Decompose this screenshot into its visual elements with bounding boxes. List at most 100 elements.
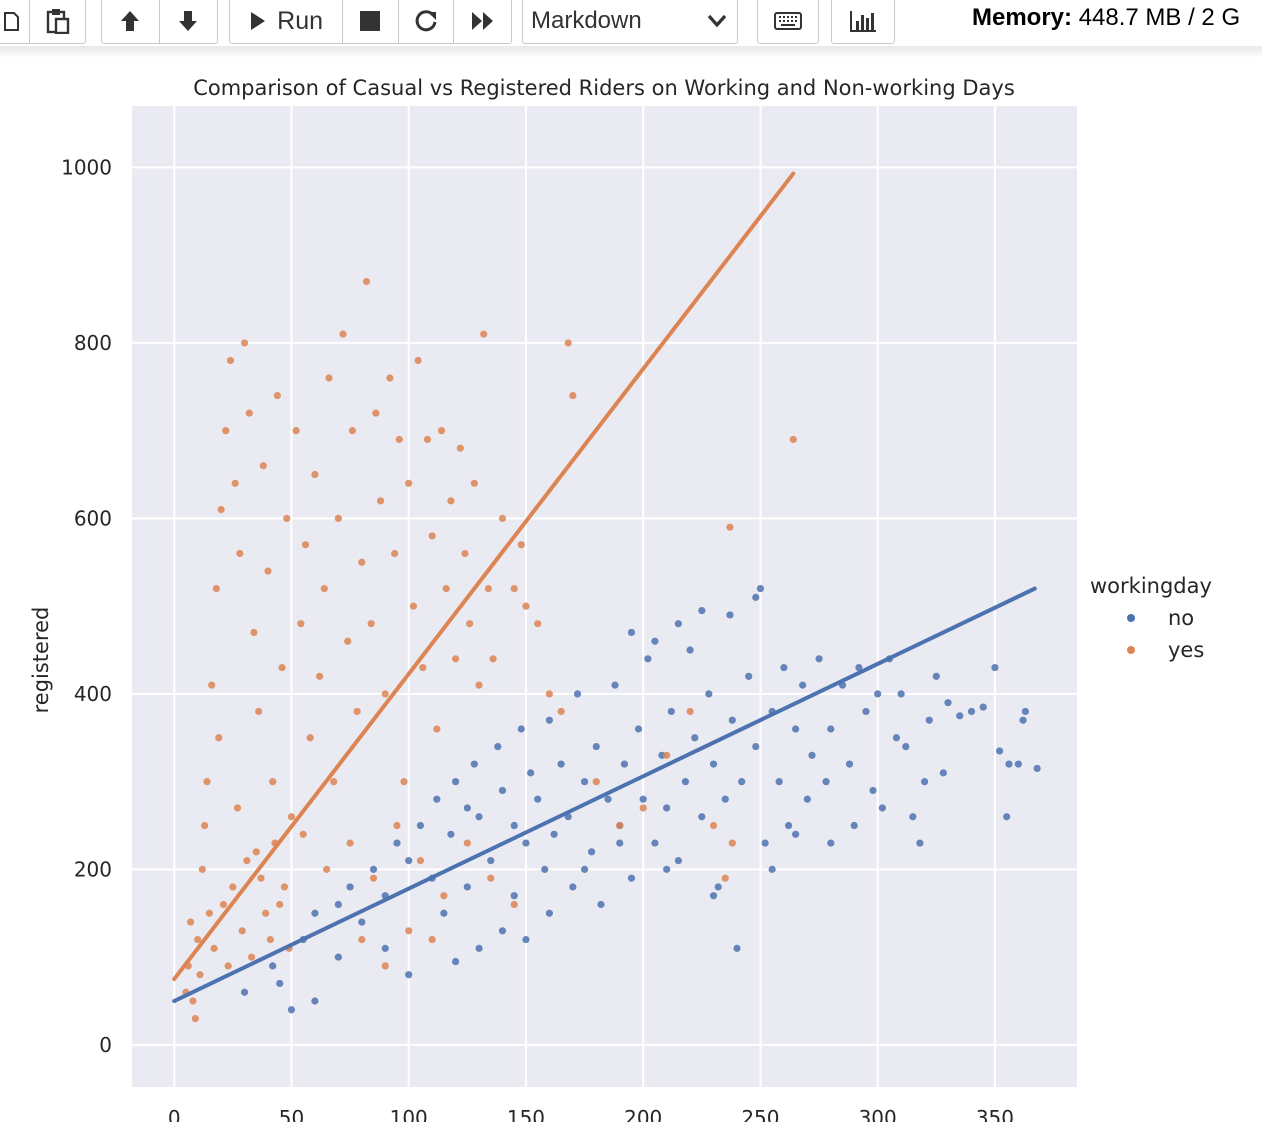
data-point [358,918,366,926]
paste-icon[interactable] [30,0,85,43]
run-button-label: Run [277,6,324,35]
move-button-group [101,0,218,44]
data-point [269,778,277,786]
data-point [1014,760,1022,768]
restart-icon[interactable] [399,0,455,43]
data-point [845,760,854,768]
data-point [639,804,647,812]
legend-marker-no [1127,614,1135,622]
data-point [564,339,572,347]
memory-indicator: Memory: 448.7 MB / 2 G [972,4,1240,32]
data-point [236,549,244,558]
y-tick-label: 0 [99,1033,112,1057]
data-point [545,716,553,724]
data-point [780,663,788,672]
stop-icon[interactable] [343,0,399,43]
data-point [259,462,267,470]
data-point [738,778,746,786]
data-point [212,585,221,593]
data-point [616,821,624,830]
data-point [686,646,694,654]
data-point [440,892,448,900]
data-point [311,470,319,479]
data-point [756,585,765,593]
data-point [346,839,354,847]
data-point [297,620,305,628]
data-point [405,479,413,487]
data-point [517,725,525,733]
data-point [334,514,342,523]
data-point [862,707,870,716]
data-point [709,821,718,830]
data-point [775,778,783,786]
data-point [580,778,589,786]
axis-ticks: 0 50 100 150 200 250 300 350 0 200 400 600 800 1000 [61,155,1014,1122]
data-point [381,944,389,952]
chart-title: Comparison of Casual vs Registered Rider… [193,76,1015,100]
data-point [498,786,507,795]
legend-label-no: no [1168,606,1194,630]
data-point [557,707,565,716]
x-tick-label: 350 [976,1106,1014,1122]
data-point [470,760,478,768]
copy-icon[interactable] [0,0,31,43]
data-point [456,444,464,452]
data-point [996,747,1004,755]
data-point [902,742,910,751]
data-point [189,997,197,1005]
data-point [301,541,310,549]
data-point [588,848,596,856]
data-point [855,663,863,672]
data-point [393,821,401,830]
gridlines [132,106,1077,1087]
data-point [489,655,497,663]
data-point [414,356,422,365]
legend-title: workingday [1090,574,1212,598]
data-point [815,655,823,663]
y-axis-label: registered [29,607,53,714]
x-tick-label: 300 [859,1106,897,1122]
fast-forward-icon[interactable] [454,0,511,43]
data-point [311,997,319,1005]
data-point [226,356,235,365]
data-point [287,813,296,821]
data-point [663,865,671,873]
data-point [726,523,734,531]
data-point [522,935,530,944]
data-point [761,839,769,847]
data-point [437,427,446,435]
data-point [510,821,518,830]
data-point [510,585,518,593]
data-point [484,585,493,593]
data-point [250,628,258,637]
legend: workingday no yes [1090,574,1212,662]
data-point [752,593,760,601]
keyboard-icon[interactable] [758,0,818,43]
data-point [416,821,425,830]
data-point [752,742,760,751]
data-point [827,725,835,733]
data-point [916,839,924,847]
bar-chart-icon[interactable] [832,0,894,43]
data-point [808,751,816,759]
data-point [433,725,441,733]
run-button[interactable]: Run [230,0,344,43]
data-point [196,971,204,979]
data-point [463,883,471,891]
play-icon [251,12,266,30]
clipboard-button-group [0,0,86,44]
data-point [745,672,753,680]
data-point [325,374,333,382]
data-point [376,497,385,505]
data-point [215,734,223,742]
legend-marker-yes [1127,646,1135,654]
arrow-up-icon[interactable] [102,0,160,43]
data-point [367,620,375,628]
x-tick-label: 100 [390,1106,428,1122]
cell-type-select[interactable]: Markdown [522,0,738,44]
data-point [939,769,947,777]
data-point [205,909,213,917]
arrow-down-icon[interactable] [160,0,218,43]
data-point [487,874,495,882]
data-point [451,778,460,786]
